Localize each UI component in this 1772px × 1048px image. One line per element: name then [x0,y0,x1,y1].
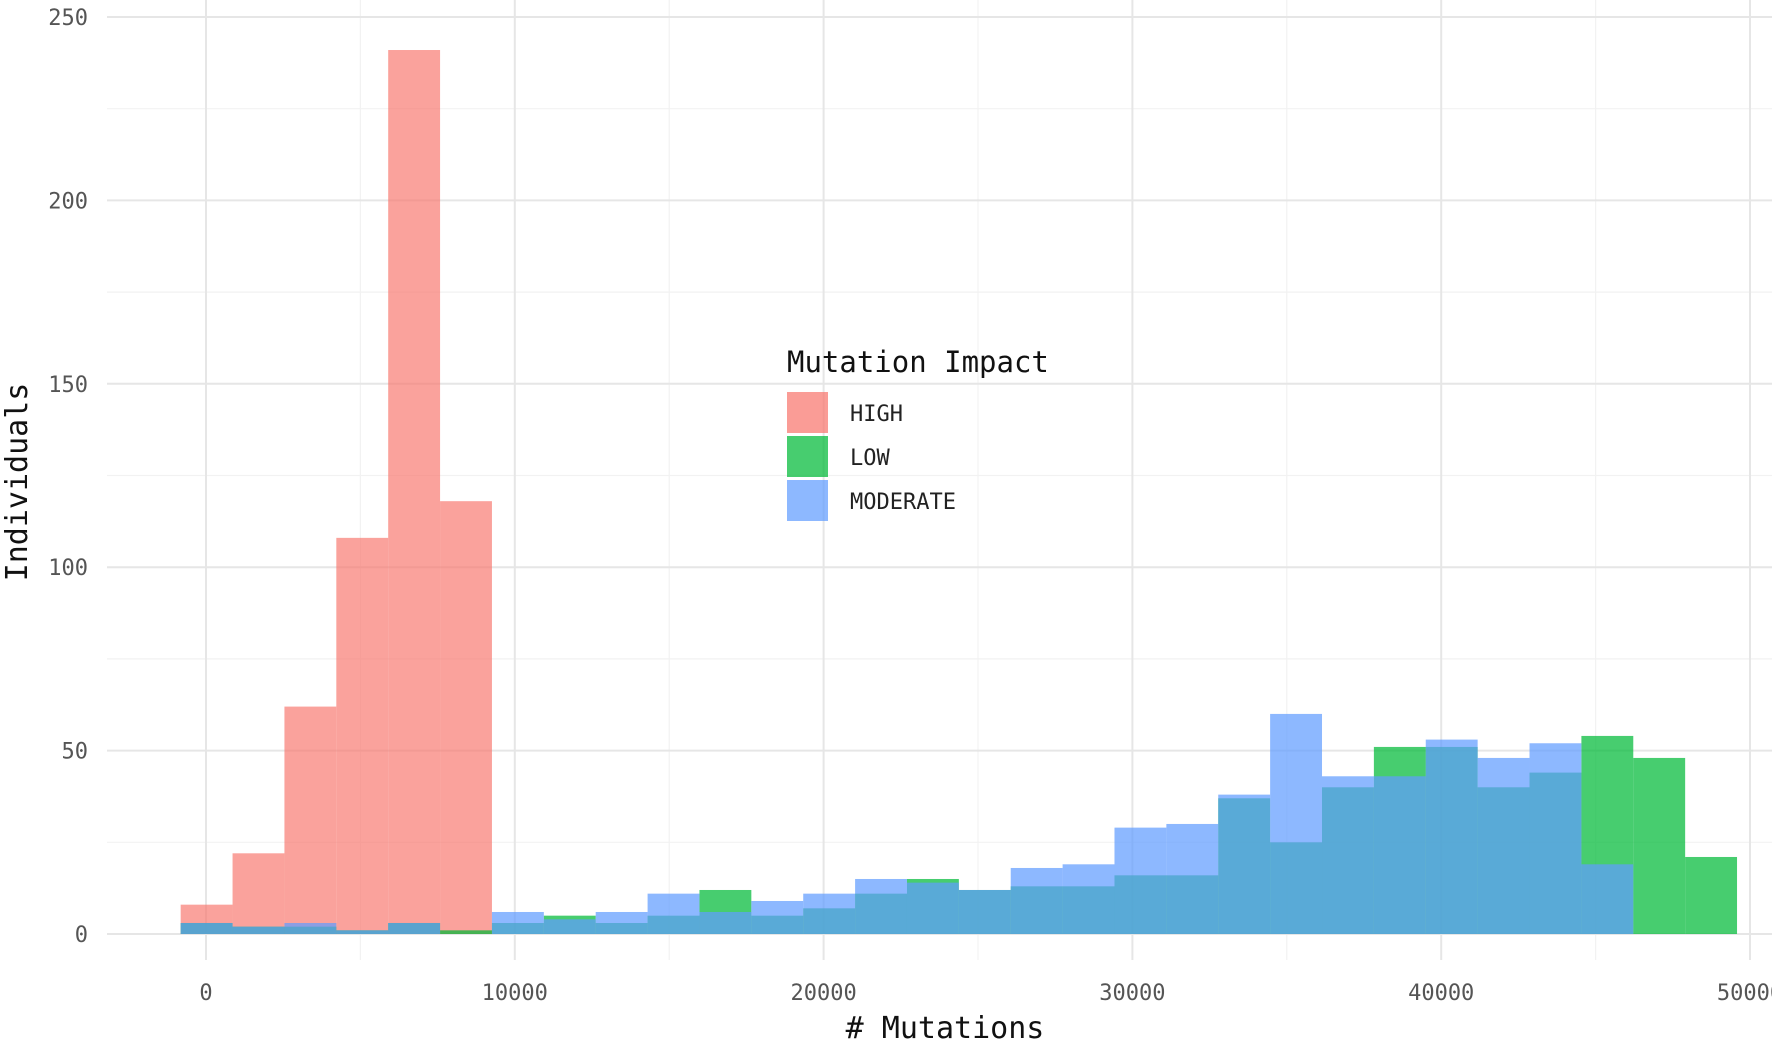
x-axis-title: # Mutations [846,1011,1045,1046]
legend: Mutation Impact HIGH LOW MODERATE [787,345,1049,521]
legend-title: Mutation Impact [787,345,1049,379]
legend-label-moderate: MODERATE [850,490,956,515]
bar-moderate [1373,776,1426,934]
legend-key-high [787,392,828,433]
bar-moderate [543,919,596,934]
bar-moderate [751,900,804,934]
bar-low [1685,856,1738,934]
y-tick-label: 150 [48,373,88,398]
bar-low [440,930,492,934]
bar-moderate [1114,827,1167,934]
bar-moderate [855,878,907,934]
histogram-bars [180,50,1738,934]
bar-moderate [180,922,233,934]
x-tick-label: 20000 [790,981,856,1006]
bar-high [284,706,337,934]
bar-low [1633,757,1686,934]
bar-moderate [699,911,752,934]
x-tick-label: 40000 [1408,981,1474,1006]
bar-moderate [1477,757,1530,934]
x-tick-label: 30000 [1099,981,1165,1006]
bar-moderate [336,930,389,934]
bar-moderate [232,926,285,934]
bar-high [336,537,389,934]
y-axis-title: Individuals [0,383,35,582]
legend-label-high: HIGH [850,402,903,427]
legend-key-low [787,436,828,477]
bar-moderate [388,922,441,934]
bar-high [232,853,285,934]
bar-high [440,501,492,934]
bar-moderate [906,882,959,934]
bar-moderate [1322,776,1374,934]
y-tick-label: 250 [48,6,88,31]
bar-moderate [284,922,337,934]
legend-key-moderate [787,480,828,521]
legend-items: HIGH LOW MODERATE [787,392,956,521]
bar-moderate [647,893,700,934]
bar-moderate [1425,739,1478,934]
y-tick-label: 50 [62,740,89,765]
bar-moderate [491,911,544,934]
bar-moderate [1218,794,1271,934]
bar-moderate [1270,713,1323,934]
bar-moderate [1529,743,1582,934]
bar-moderate [1166,823,1219,934]
y-tick-label: 200 [48,189,88,214]
bar-moderate [958,889,1011,934]
bar-moderate [1581,864,1634,934]
bar-high [388,50,441,934]
x-tick-label: 10000 [482,981,548,1006]
bar-moderate [803,893,856,934]
y-axis-ticks: 0 50 100 150 200 250 [48,6,88,948]
legend-label-low: LOW [850,446,890,471]
bar-moderate [595,911,648,934]
y-tick-label: 0 [75,923,88,948]
x-tick-label: 0 [199,981,212,1006]
bar-moderate [1010,867,1063,934]
bar-moderate [1062,864,1115,934]
y-tick-label: 100 [48,556,88,581]
